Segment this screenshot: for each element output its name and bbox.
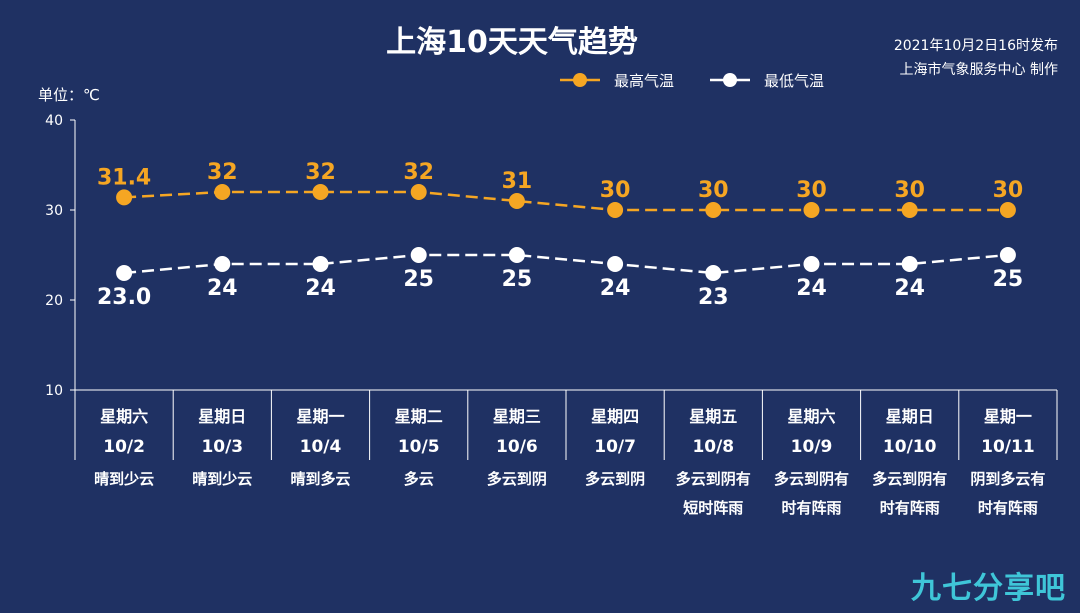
date-label: 10/9 <box>791 437 833 457</box>
low-temp-line <box>123 253 1009 275</box>
high-temp-value-label: 30 <box>600 178 631 203</box>
weather-label: 时有阵雨 <box>978 499 1038 517</box>
y-tick-label: 40 <box>45 113 63 129</box>
legend-low-label: 最低气温 <box>764 72 824 90</box>
low-temp-value-label: 24 <box>305 276 336 301</box>
weekday-label: 星期二 <box>395 407 443 426</box>
weather-label: 阴到多云有 <box>970 470 1045 488</box>
low-temp-value-label: 25 <box>502 267 533 292</box>
weather-label: 多云到阴有 <box>872 470 947 488</box>
legend-high-marker <box>573 73 587 87</box>
low-temp-point <box>705 265 722 281</box>
date-label: 10/6 <box>496 437 538 457</box>
date-label: 10/10 <box>883 437 937 457</box>
y-tick-label: 30 <box>45 203 63 219</box>
weather-label: 晴到多云 <box>290 470 350 488</box>
high-temp-point <box>410 184 427 200</box>
weather-label: 时有阵雨 <box>781 499 841 517</box>
weekday-label: 星期六 <box>100 407 148 426</box>
low-temp-point <box>901 256 918 272</box>
low-temp-point <box>410 247 427 263</box>
low-temp-value-label: 23.0 <box>97 285 151 310</box>
weather-label: 多云到阴有 <box>676 470 751 488</box>
weekday-label: 星期一 <box>984 407 1032 426</box>
legend-high[interactable]: 最高气温 <box>560 72 674 90</box>
high-temp-value-label: 31.4 <box>97 165 151 190</box>
weather-label: 多云到阴 <box>585 470 645 488</box>
high-temp-point <box>116 189 133 206</box>
high-temp-value-label: 32 <box>207 160 238 185</box>
weather-label: 多云到阴有 <box>774 470 849 488</box>
series-low: 23.0 24 24 25 25 24 23 24 24 25 <box>97 247 1024 310</box>
y-tick-label: 10 <box>45 383 63 399</box>
weekday-label: 星期日 <box>198 407 246 426</box>
low-temp-point <box>803 256 820 272</box>
high-temp-point <box>803 202 820 218</box>
high-temp-point <box>999 202 1016 218</box>
low-temp-value-label: 24 <box>207 276 238 301</box>
low-temp-point <box>116 265 133 281</box>
date-label: 10/3 <box>201 437 243 457</box>
weather-label: 晴到少云 <box>192 470 252 488</box>
weekday-label: 星期一 <box>296 407 344 426</box>
low-temp-point <box>508 247 525 263</box>
high-temp-value-label: 30 <box>796 178 827 203</box>
high-temp-value-label: 30 <box>698 178 729 203</box>
high-temp-value-label: 30 <box>993 178 1024 203</box>
y-tick-label: 20 <box>45 293 63 309</box>
watermark: 九七分享吧 <box>911 571 1066 606</box>
high-temp-value-label: 32 <box>403 160 434 185</box>
weather-label: 时有阵雨 <box>880 499 940 517</box>
low-temp-value-label: 25 <box>993 267 1024 292</box>
weather-label: 多云到阴 <box>487 470 547 488</box>
chart-title: 上海10天天气趋势 <box>386 25 638 60</box>
low-temp-point <box>214 256 231 272</box>
high-temp-point <box>312 184 329 200</box>
low-temp-value-label: 25 <box>403 267 434 292</box>
series-high: 31.4 32 32 32 31 30 30 30 30 30 <box>97 160 1023 218</box>
legend-high-label: 最高气温 <box>614 72 674 90</box>
high-temp-value-label: 30 <box>894 178 925 203</box>
unit-label: 单位：℃ <box>38 86 100 104</box>
legend-low-marker <box>723 73 737 87</box>
high-temp-point <box>901 202 918 218</box>
weekday-label: 星期三 <box>493 407 541 426</box>
date-label: 10/8 <box>692 437 734 457</box>
weather-label: 多云 <box>404 470 434 488</box>
high-temp-point <box>705 202 722 218</box>
high-temp-point <box>214 184 231 200</box>
date-label: 10/4 <box>300 437 342 457</box>
legend-low[interactable]: 最低气温 <box>710 72 824 90</box>
legend: 最高气温 最低气温 <box>560 72 824 90</box>
high-temp-line <box>124 190 1008 212</box>
producer: 上海市气象服务中心 制作 <box>900 61 1058 78</box>
low-temp-point <box>607 256 624 272</box>
weekday-label: 星期五 <box>689 407 737 426</box>
low-temp-value-label: 23 <box>698 285 729 310</box>
low-temp-value-label: 24 <box>894 276 925 301</box>
weekday-label: 星期四 <box>591 407 639 426</box>
weather-label: 晴到少云 <box>94 470 154 488</box>
low-temp-value-label: 24 <box>600 276 631 301</box>
date-label: 10/11 <box>981 437 1035 457</box>
date-label: 10/2 <box>103 437 145 457</box>
publish-time: 2021年10月2日16时发布 <box>894 38 1058 54</box>
weekday-label: 星期日 <box>886 407 934 426</box>
weekday-label: 星期六 <box>787 407 835 426</box>
axes: 10 20 30 40 <box>45 113 1057 399</box>
date-label: 10/7 <box>594 437 636 457</box>
high-temp-point <box>508 193 525 209</box>
low-temp-point <box>999 247 1016 263</box>
high-temp-value-label: 32 <box>305 160 336 185</box>
high-temp-value-label: 31 <box>502 169 533 194</box>
category-axis: 星期六 10/2 晴到少云 星期日 10/3 晴到少云 星期一 10/4 晴到多云 星期二 10/5… <box>74 390 1058 517</box>
date-label: 10/5 <box>398 437 440 457</box>
weather-label: 短时阵雨 <box>683 499 743 517</box>
high-temp-point <box>607 202 624 218</box>
low-temp-point <box>312 256 329 272</box>
low-temp-value-label: 24 <box>796 276 827 301</box>
